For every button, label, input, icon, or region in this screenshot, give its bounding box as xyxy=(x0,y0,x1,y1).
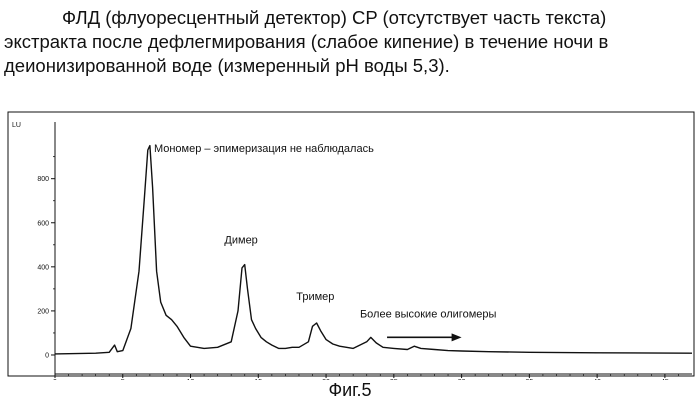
chart-axes: 0200400600800051015202530354045 xyxy=(37,122,692,380)
peak-annotation: Димер xyxy=(224,235,257,247)
chart-annotations: Мономер – эпимеризация не наблюдалась Дим… xyxy=(154,143,497,341)
peak-annotation: Мономер – эпимеризация не наблюдалась xyxy=(154,143,374,155)
peak-annotation: Более высокие олигомеры xyxy=(360,309,497,321)
oligomer-arrow-head xyxy=(452,333,462,341)
y-axis-unit: LU xyxy=(12,122,21,129)
y-tick-label: 400 xyxy=(37,264,49,271)
y-tick-label: 800 xyxy=(37,176,49,183)
peak-annotation: Тример xyxy=(296,291,334,303)
chromatogram-chart: LU 0200400600800051015202530354045 Моном… xyxy=(0,0,700,380)
y-tick-label: 0 xyxy=(45,352,49,359)
y-tick-label: 600 xyxy=(37,220,49,227)
chromatogram-trace xyxy=(55,146,692,354)
figure-label: Фиг.5 xyxy=(0,380,700,401)
chart-marks xyxy=(55,146,692,354)
y-tick-label: 200 xyxy=(37,308,49,315)
